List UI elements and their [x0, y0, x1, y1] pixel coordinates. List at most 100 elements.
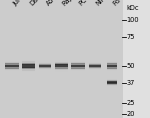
Bar	[55, 64, 68, 66]
Bar	[88, 64, 101, 65]
Bar	[106, 86, 117, 87]
Bar	[39, 67, 51, 68]
Bar	[39, 66, 51, 67]
Bar	[22, 61, 35, 63]
Bar	[88, 67, 101, 68]
Bar	[22, 66, 35, 68]
Bar	[71, 66, 85, 67]
Bar	[106, 65, 117, 66]
Bar	[5, 62, 19, 63]
Bar	[106, 62, 117, 63]
Bar	[88, 62, 101, 63]
Bar	[106, 63, 117, 65]
Bar	[106, 68, 117, 70]
Bar	[106, 59, 117, 61]
Bar	[71, 72, 85, 74]
Bar	[22, 71, 35, 72]
Bar	[5, 63, 19, 65]
Bar	[55, 66, 68, 67]
Bar	[22, 58, 35, 60]
Bar	[106, 84, 117, 86]
Bar	[88, 61, 101, 62]
Bar	[5, 59, 19, 61]
Bar	[5, 67, 19, 69]
Text: 37: 37	[127, 80, 135, 86]
Bar	[55, 73, 68, 74]
Bar	[5, 66, 19, 67]
Bar	[39, 61, 51, 62]
Bar	[71, 68, 85, 70]
Bar	[106, 70, 117, 71]
Text: NIH3T3: NIH3T3	[94, 0, 116, 7]
Bar	[71, 70, 85, 71]
Bar	[22, 74, 35, 76]
Bar	[88, 63, 101, 64]
Bar	[39, 65, 51, 66]
Bar	[22, 67, 35, 69]
Bar	[71, 59, 85, 61]
Text: 25: 25	[127, 100, 135, 106]
Bar	[55, 70, 68, 72]
Bar	[39, 71, 51, 72]
Bar	[22, 56, 35, 58]
Bar	[39, 60, 51, 61]
Bar	[106, 58, 117, 60]
Text: 100: 100	[127, 17, 139, 23]
Bar	[39, 64, 51, 65]
Text: Jurkat: Jurkat	[12, 0, 30, 7]
Bar	[5, 68, 19, 70]
Bar	[71, 71, 85, 72]
Bar	[55, 67, 68, 69]
Bar	[106, 82, 117, 84]
Bar	[106, 81, 117, 83]
Bar	[39, 69, 51, 70]
Bar	[71, 65, 85, 66]
Text: Fd: Fd	[112, 0, 122, 7]
Bar	[106, 66, 117, 67]
Bar	[88, 70, 101, 71]
Bar	[55, 63, 68, 65]
Bar	[106, 72, 117, 74]
Bar	[106, 61, 117, 62]
Bar	[88, 65, 101, 66]
Bar	[5, 61, 19, 62]
Bar	[106, 77, 117, 78]
Bar	[22, 72, 35, 74]
Bar	[39, 63, 51, 64]
Bar	[39, 62, 51, 63]
Text: 75: 75	[127, 34, 135, 40]
Bar	[5, 58, 19, 60]
Bar	[106, 67, 117, 69]
Bar	[106, 78, 117, 79]
Bar	[22, 64, 35, 66]
Bar	[71, 58, 85, 60]
Bar	[55, 58, 68, 59]
Bar	[22, 63, 35, 65]
Text: Raji/Ramos: Raji/Ramos	[61, 0, 92, 7]
Bar	[39, 70, 51, 71]
Bar	[71, 67, 85, 69]
Text: 50: 50	[127, 63, 135, 69]
Bar	[22, 60, 35, 61]
Bar	[88, 68, 101, 69]
Bar	[106, 79, 117, 80]
Bar	[55, 59, 68, 61]
Text: 20: 20	[127, 112, 135, 117]
Bar	[5, 70, 19, 71]
Bar	[39, 68, 51, 69]
FancyBboxPatch shape	[0, 0, 123, 118]
Bar	[5, 65, 19, 66]
Bar	[5, 72, 19, 74]
Bar	[55, 60, 68, 62]
Bar	[5, 71, 19, 72]
Bar	[106, 71, 117, 72]
Bar	[88, 60, 101, 61]
Bar	[106, 80, 117, 82]
Bar	[55, 71, 68, 73]
Bar	[106, 87, 117, 88]
Bar	[71, 62, 85, 63]
Bar	[88, 66, 101, 67]
Bar	[71, 61, 85, 62]
Text: PC-12: PC-12	[78, 0, 96, 7]
Bar	[106, 83, 117, 85]
